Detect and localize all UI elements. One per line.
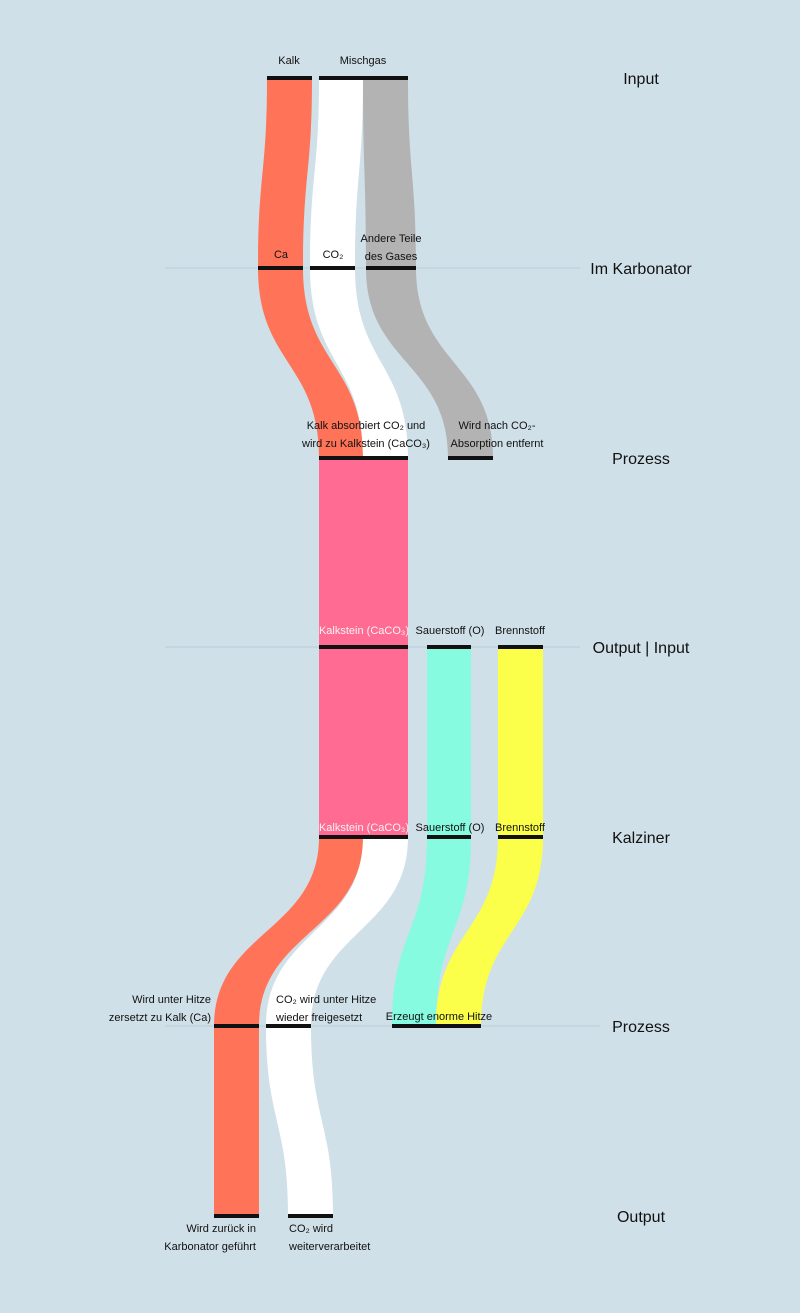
flow-gas-removed [366, 268, 493, 458]
node-label-line: Wird zurück in [186, 1223, 256, 1235]
node-label-line: Kalkstein (CaCO₃) [319, 625, 409, 637]
node-label-line: Kalkstein (CaCO₃) [319, 822, 409, 834]
flow-sauerstoff-transfer [427, 647, 471, 837]
node-bars [214, 76, 543, 1218]
node-label-zersetzt: Wird unter Hitze zersetzt zu Kalk (Ca) [109, 994, 211, 1024]
flow-bands [214, 78, 543, 1216]
node-label-line: Sauerstoff (O) [416, 822, 485, 834]
flow-kalk-to-ca [258, 78, 312, 268]
node-label-sauerstoff2: Sauerstoff (O) [416, 822, 485, 834]
flow-kalk-decomposed [214, 837, 363, 1026]
node-label-line: weiterverarbeitet [288, 1241, 370, 1253]
stage-label-karbonator: Im Karbonator [590, 261, 692, 278]
stage-label-kalziner: Kalziner [612, 830, 670, 847]
node-label-entfernt: Wird nach CO₂- Absorption entfernt [451, 420, 544, 450]
flow-co2-to-absorption [310, 268, 408, 458]
node-label-mischgas: Mischgas [340, 55, 387, 67]
flow-gas-input [363, 78, 416, 268]
node-label-ca: Ca [274, 249, 289, 261]
flow-kalkstein-carbonator [319, 458, 408, 647]
node-label-freigesetzt: CO₂ wird unter Hitze wieder freigesetzt [275, 994, 376, 1024]
node-label-line: Ca [274, 249, 289, 261]
node-label-line: Andere Teile [361, 233, 422, 245]
node-label-zurueck: Wird zurück in Karbonator geführt [164, 1223, 256, 1253]
node-label-line: CO₂ [323, 249, 344, 261]
node-label-kalkstein2: Kalkstein (CaCO₃) [319, 822, 409, 834]
flow-brennstoff-transfer [498, 647, 543, 837]
stage-label-prozess2: Prozess [612, 1019, 670, 1036]
node-label-line: Karbonator geführt [164, 1241, 256, 1253]
node-label-weiter: CO₂ wird weiterverarbeitet [288, 1223, 370, 1253]
flow-brennstoff-heat [436, 837, 543, 1026]
flow-ca-to-absorption [258, 268, 363, 458]
stage-label-output: Output [617, 1209, 666, 1226]
node-label-brennstoff2: Brennstoff [495, 822, 546, 834]
node-label-co2: CO₂ [323, 249, 344, 261]
node-label-line: des Gases [365, 251, 418, 263]
node-label-line: Mischgas [340, 55, 387, 67]
node-label-line: Brennstoff [495, 822, 546, 834]
node-label-brennstoff1: Brennstoff [495, 625, 546, 637]
node-label-line: Kalk [278, 55, 300, 67]
node-label-line: Wird unter Hitze [132, 994, 211, 1006]
node-label-absorbiert: Kalk absorbiert CO₂ und wird zu Kalkstein… [301, 420, 430, 450]
node-label-line: Absorption entfernt [451, 438, 544, 450]
node-label-hitze: Erzeugt enorme Hitze [386, 1011, 492, 1023]
node-label-line: zersetzt zu Kalk (Ca) [109, 1012, 211, 1024]
node-label-line: Kalk absorbiert CO₂ und [307, 420, 426, 432]
flow-co2-output [266, 1026, 333, 1216]
stage-label-output_input: Output | Input [593, 640, 690, 657]
node-label-line: Sauerstoff (O) [416, 625, 485, 637]
flow-kalkstein-transfer [319, 647, 408, 837]
node-label-line: wieder freigesetzt [275, 1012, 362, 1024]
node-label-line: Wird nach CO₂- [458, 420, 535, 432]
node-label-kalk: Kalk [278, 55, 300, 67]
stage-label-prozess1: Prozess [612, 451, 670, 468]
node-label-line: Brennstoff [495, 625, 546, 637]
flow-co2-released [266, 837, 408, 1026]
node-labels: Kalk Mischgas Ca CO₂ Andere Teile des Gases Ka… [109, 55, 546, 1253]
node-label-kalkstein1: Kalkstein (CaCO₃) [319, 625, 409, 637]
node-label-line: CO₂ wird [289, 1223, 333, 1235]
node-label-line: Erzeugt enorme Hitze [386, 1011, 492, 1023]
node-label-line: wird zu Kalkstein (CaCO₃) [301, 438, 430, 450]
flow-kalk-return [214, 1026, 259, 1216]
stage-labels: Input Im Karbonator Prozess Output | Input K… [590, 71, 692, 1226]
node-label-andere: Andere Teile des Gases [361, 233, 422, 263]
node-label-sauerstoff1: Sauerstoff (O) [416, 625, 485, 637]
flow-co2-input [310, 78, 363, 268]
node-label-line: CO₂ wird unter Hitze [276, 994, 376, 1006]
stage-label-input: Input [623, 71, 659, 88]
flow-sauerstoff-heat [392, 837, 471, 1026]
